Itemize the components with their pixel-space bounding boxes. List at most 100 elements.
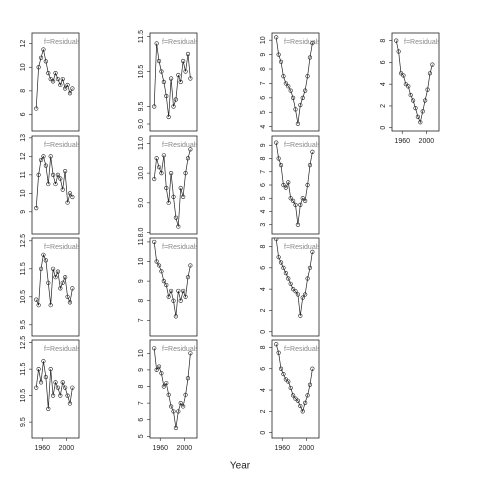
annotation: f=Residuals [44,346,81,353]
y-tick-label: 12.5 [20,234,27,248]
y-tick-label: 10 [138,258,145,266]
series-line [35,253,73,306]
data-point [303,88,308,93]
y-tick-label: 12 [20,40,27,48]
data-point [36,367,41,372]
y-tick-label: 8 [138,384,145,388]
x-axis-label: Year [230,461,251,472]
data-point [50,79,56,84]
data-point [300,295,305,300]
data-point [288,196,293,201]
data-point [46,406,51,411]
data-point [413,106,418,111]
data-point [185,156,191,161]
data-point [181,404,186,409]
data-point [281,74,286,79]
data-point [300,196,305,201]
data-point [295,292,301,297]
data-point [41,252,46,257]
y-tick-label: 2 [260,409,267,413]
data-point [183,294,188,299]
panel-frame [31,135,80,235]
data-point [418,120,423,125]
panel: 9.5 10.5 11.5 12.5 f=Residuals [20,234,80,337]
data-point [46,280,51,285]
data-point [67,300,73,305]
panel: 9 10 11 12 13 f=Residuals [20,134,80,235]
data-point [396,49,401,54]
panel: 0 2 4 6 8 f=Residuals [260,237,320,337]
data-point [290,393,296,398]
annotation: f=Residuals [44,39,81,46]
y-tick-label: 13 [20,134,27,142]
data-point [173,425,179,431]
data-point [173,97,179,102]
data-point [298,102,303,108]
data-point [60,187,65,192]
data-point [43,163,48,168]
y-tick-label: 6 [260,183,267,187]
data-point [34,385,39,390]
data-point [188,263,193,268]
y-tick-label: 10.5 [20,290,27,304]
y-tick-label: 4 [260,209,267,213]
data-point [178,185,183,191]
data-point [276,156,281,161]
series-line [275,344,313,413]
y-tick-label: 6 [260,367,267,371]
y-tick-label: 8 [260,244,267,248]
data-point [298,313,303,318]
data-point [290,287,296,292]
data-point [176,409,181,414]
y-tick-label: 6 [138,418,145,422]
data-point [286,276,291,281]
data-point [188,147,193,152]
data-point [34,297,39,302]
y-tick-label: 10 [20,63,27,71]
data-point [178,298,183,303]
annotation: f=Residuals [162,142,199,149]
data-point [183,69,188,74]
data-point [401,73,406,78]
panel: 0 2 4 6 8 1960 2000 f=Residuals [260,339,320,452]
series-line [153,43,191,118]
data-point [58,393,63,398]
data-point [286,180,291,185]
data-point [310,149,315,154]
series-line [153,149,191,227]
data-point [154,41,159,46]
data-point [67,401,73,406]
data-point [276,255,281,260]
data-point [43,59,48,64]
data-point [55,172,61,177]
y-tick-label: 2 [260,308,267,312]
data-point [283,185,288,190]
data-point [41,154,46,159]
data-point [403,82,408,87]
data-point [176,72,181,78]
data-point [156,58,162,64]
y-tick-label: 9.5 [20,417,27,427]
y-tick-label: 11.0 [138,137,145,150]
y-tick-label: 8 [260,156,267,160]
plot-area: f=Residuals [34,142,79,211]
data-point [164,381,169,386]
data-point [286,379,291,384]
data-point [183,392,188,397]
y-tick-label: 10 [260,36,267,44]
data-point [48,367,53,372]
data-point [159,171,164,176]
data-point [34,206,39,211]
y-tick-label: 12 [20,152,27,160]
data-point [63,86,68,91]
y-tick-label: 12.5 [20,336,27,350]
data-point [48,154,53,159]
series-line [35,361,73,409]
data-point [176,288,181,294]
data-point [43,258,48,263]
data-point [281,265,286,270]
data-point [420,109,425,114]
y-tick-label: 7 [260,81,267,85]
data-point [154,259,159,264]
data-point [168,171,174,176]
